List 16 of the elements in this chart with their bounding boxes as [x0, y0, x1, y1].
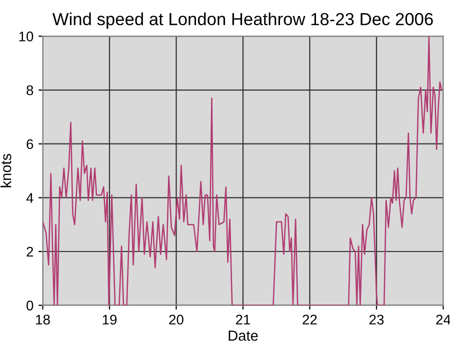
chart-title: Wind speed at London Heathrow 18-23 Dec 2006 — [52, 12, 433, 29]
y-tick-label: 4 — [26, 193, 34, 203]
y-tick-label: 0 — [26, 300, 34, 310]
line-series — [42, 36, 442, 306]
x-tick-label: 22 — [302, 314, 317, 324]
y-tick-label: 10 — [19, 32, 34, 42]
x-tick-label: 18 — [36, 314, 50, 325]
x-tick-label: 20 — [169, 314, 184, 325]
x-tick-label: 19 — [102, 314, 117, 325]
x-tick-label: 21 — [236, 314, 250, 324]
x-axis-title: Date — [228, 330, 258, 341]
y-tick-label: 6 — [26, 139, 34, 150]
y-tick-label: 8 — [26, 85, 34, 96]
x-tick-label: 23 — [369, 314, 384, 325]
y-tick-label: 2 — [26, 246, 34, 257]
y-axis-title: knots — [0, 154, 12, 188]
